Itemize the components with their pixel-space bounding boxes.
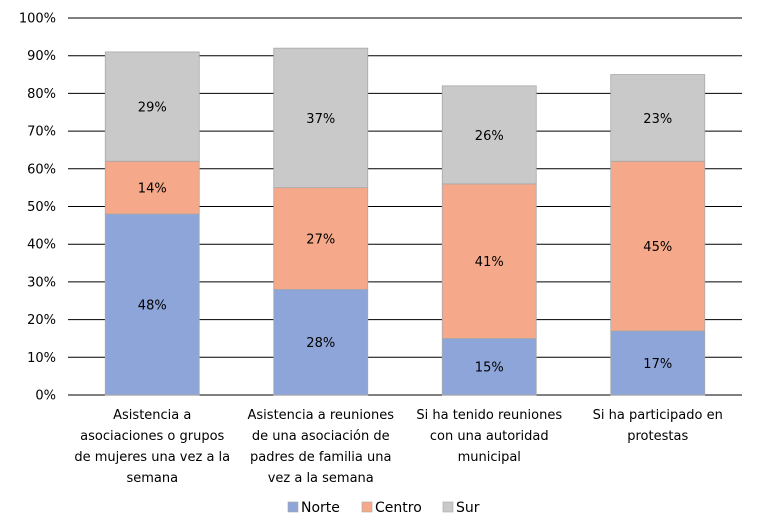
legend-swatch-norte [287,501,299,513]
y-tick-label: 20% [27,313,56,328]
data-label: 23% [643,112,672,127]
data-label: 41% [475,255,504,270]
bar-segment-sur [104,51,200,162]
category-label-line: Asistencia a [113,408,191,423]
category-label-line: municipal [458,450,521,465]
y-tick-label: 10% [27,351,56,366]
bars [104,47,706,396]
category-label-line: Si ha tenido reuniones [416,408,562,423]
data-label: 45% [643,240,672,255]
y-tick-label: 100% [19,12,56,27]
category-label-line: padres de familia una [250,450,391,465]
data-label: 15% [475,361,504,376]
category-label-line: Si ha participado en [593,408,723,423]
bar-segment-norte [273,289,369,396]
bar-segment-centro [273,187,369,290]
bar-segment-sur [273,47,369,189]
y-axis-tick-labels: 0% 10% 20% 30% 40% 50% 60% 70% 80% 90% 100% [19,12,56,404]
bar-segment-norte [441,338,537,396]
category-label-line: semana [126,471,178,486]
category-label-line: de una asociación de [252,429,390,444]
y-tick-label: 0% [35,389,56,404]
y-tick-label: 60% [27,162,56,177]
data-label: 17% [643,357,672,372]
bar-segment-sur [610,74,706,162]
bar-segment-centro [104,160,200,215]
data-label: 48% [138,299,167,314]
bar-segment-centro [441,183,537,339]
legend-label-norte: Norte [301,500,340,516]
legend-swatch-centro [361,501,373,513]
category-label-line: vez a la semana [268,471,374,486]
bar-segment-sur [441,85,537,185]
data-label: 37% [306,112,335,127]
bar-segment-norte [610,330,706,396]
y-tick-label: 90% [27,49,56,64]
y-tick-label: 80% [27,87,56,102]
category-label-line: con una autoridad [430,429,549,444]
legend-label-sur: Sur [456,500,480,516]
legend-swatch-sur [442,501,454,513]
legend: Norte Centro Sur [287,500,480,516]
y-tick-label: 50% [27,200,56,215]
y-tick-label: 70% [27,125,56,140]
data-label: 28% [306,336,335,351]
data-label: 26% [475,129,504,144]
data-label: 14% [138,182,167,197]
legend-label-centro: Centro [375,500,422,516]
y-tick-label: 30% [27,275,56,290]
category-label-line: de mujeres una vez a la [74,450,230,465]
category-label-line: protestas [627,429,688,444]
y-tick-label: 40% [27,238,56,253]
bar-segment-centro [610,160,706,332]
data-label: 27% [306,233,335,248]
bar-segment-norte [104,213,200,396]
data-labels: 48% 14% 29% 28% 27% 37% 15% 41% 26% 17% 45% 23% [138,101,672,376]
x-axis-category-labels: Asistencia a asociaciones o grupos de muje… [74,408,722,486]
category-label-line: Asistencia a reuniones [248,408,395,423]
category-label-line: asociaciones o grupos [80,429,224,444]
data-label: 29% [138,101,167,116]
